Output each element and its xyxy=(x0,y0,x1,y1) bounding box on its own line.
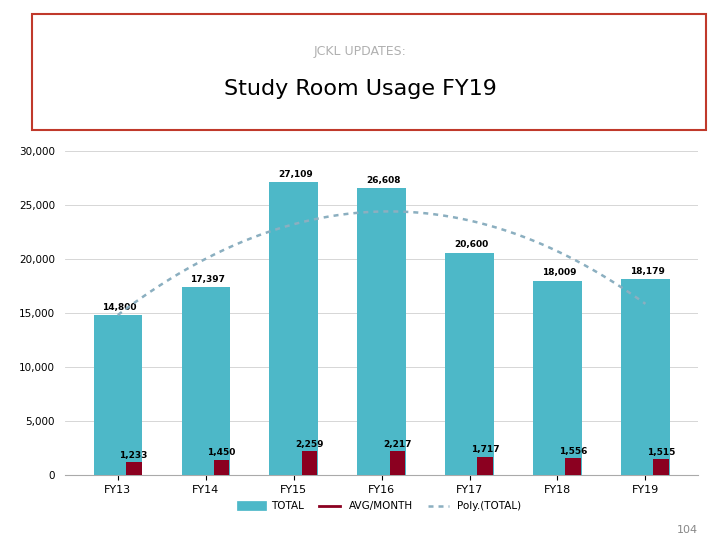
Bar xyxy=(94,315,142,475)
Bar xyxy=(269,183,318,475)
Text: 2,217: 2,217 xyxy=(383,440,412,449)
Bar xyxy=(446,253,494,475)
Legend: TOTAL, AVG/MONTH, Poly.(TOTAL): TOTAL, AVG/MONTH, Poly.(TOTAL) xyxy=(238,497,526,515)
Text: 18,009: 18,009 xyxy=(542,268,577,278)
Text: 1,556: 1,556 xyxy=(559,447,588,456)
Text: 1,717: 1,717 xyxy=(471,446,500,455)
Bar xyxy=(357,188,406,475)
Bar xyxy=(390,451,405,475)
Text: 17,397: 17,397 xyxy=(190,275,225,284)
Bar xyxy=(621,279,670,475)
Text: 1,233: 1,233 xyxy=(120,451,148,460)
Text: JCKL UPDATES:: JCKL UPDATES: xyxy=(314,45,406,58)
Text: Study Room Usage FY19: Study Room Usage FY19 xyxy=(224,79,496,99)
Bar xyxy=(534,281,582,475)
Bar xyxy=(214,460,230,475)
Bar xyxy=(126,462,142,475)
Text: 26,608: 26,608 xyxy=(366,176,400,185)
Text: 1,515: 1,515 xyxy=(647,448,675,457)
Text: 1,450: 1,450 xyxy=(207,448,235,457)
Bar xyxy=(302,451,318,475)
Bar xyxy=(565,458,581,475)
Bar xyxy=(653,459,669,475)
Text: 27,109: 27,109 xyxy=(278,170,313,179)
Text: 14,800: 14,800 xyxy=(102,303,137,312)
Text: 20,600: 20,600 xyxy=(454,240,488,249)
Text: 104: 104 xyxy=(678,524,698,535)
Text: 2,259: 2,259 xyxy=(295,440,324,449)
Bar xyxy=(477,457,493,475)
Bar xyxy=(181,287,230,475)
Text: 18,179: 18,179 xyxy=(630,267,665,275)
